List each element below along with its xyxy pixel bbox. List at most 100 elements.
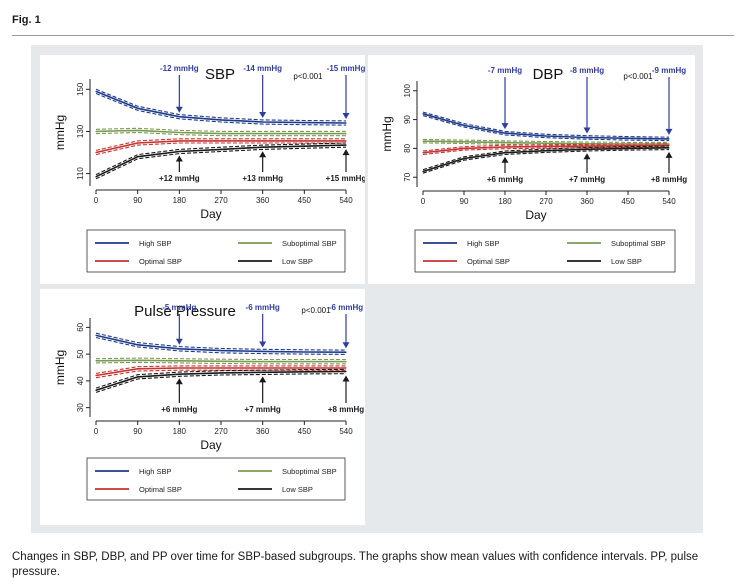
header-divider (12, 35, 734, 36)
low-lower-ci-line (422, 149, 670, 174)
sbp-increase-arrowhead (342, 149, 350, 156)
dbp-increase-label: +7 mmHg (569, 175, 605, 184)
pp-y-tick-label: 40 (76, 376, 85, 385)
pp-x-tick-label: 360 (256, 427, 270, 436)
sbp-reduction-arrowhead (259, 111, 267, 118)
optimal-data-point (262, 140, 264, 142)
pp-reduction-label: -6 mmHg (329, 303, 363, 312)
low-data-point (95, 176, 97, 178)
low-mean-line (422, 147, 670, 173)
sbp-chart-title: SBP (205, 66, 235, 83)
suboptimal-upper-ci-line (95, 357, 346, 361)
optimal-data-point (137, 142, 139, 144)
high-upper-ci-line (95, 88, 347, 122)
suboptimal-data-point (463, 141, 465, 143)
optimal-data-point (303, 140, 305, 142)
high-lower-ci-line (95, 336, 347, 355)
dbp-y-tick-label: 70 (403, 172, 412, 181)
low-data-point (303, 371, 305, 373)
pp-y-tick-label: 50 (76, 349, 85, 358)
pp-increase-label: +7 mmHg (245, 405, 281, 414)
pp-increase-arrowhead (175, 378, 183, 385)
sbp-x-tick-label: 270 (214, 196, 228, 205)
sbp-x-tick-label: 90 (133, 196, 142, 205)
pp-p-value: p<0.001 (301, 306, 331, 315)
dbp-reduction-arrowhead (583, 127, 591, 134)
low-data-point (627, 147, 629, 150)
dbp-x-tick-label: 90 (460, 197, 469, 206)
optimal-data-point (627, 145, 629, 147)
optimal-data-point (545, 145, 547, 147)
high-data-point (303, 122, 305, 124)
dbp-increase-label: +6 mmHg (487, 175, 523, 184)
high-data-point (345, 122, 347, 124)
optimal-legend-label: Optimal SBP (139, 485, 182, 494)
dbp-x-tick-label: 450 (621, 197, 635, 206)
dbp-reduction-label: -8 mmHg (570, 66, 604, 75)
high-data-point (220, 119, 222, 121)
low-data-point (95, 389, 97, 391)
sbp-x-axis-label: Day (200, 207, 221, 221)
pp-reduction-label: -5 mmHg (162, 303, 196, 312)
sbp-increase-arrowhead (259, 151, 267, 158)
high-data-point (137, 107, 139, 109)
high-upper-ci-line (422, 111, 670, 138)
low-upper-ci-line (422, 145, 670, 171)
dbp-y-tick-label: 100 (403, 84, 412, 98)
low-data-point (668, 147, 670, 149)
pp-reduction-label: -6 mmHg (246, 303, 280, 312)
suboptimal-data-point (504, 142, 506, 144)
sbp-increase-label: +15 mmHg (326, 174, 365, 183)
high-data-point (95, 90, 97, 93)
low-data-point (545, 150, 547, 152)
high-lower-ci-line (422, 115, 670, 142)
low-data-point (262, 371, 264, 373)
pp-x-tick-label: 0 (94, 427, 99, 436)
sbp-y-axis-label: mmHg (53, 115, 67, 150)
optimal-data-point (504, 146, 506, 148)
low-data-point (422, 170, 424, 173)
optimal-lower-ci-line (422, 146, 670, 156)
dbp-increase-arrowhead (501, 156, 509, 163)
sbp-reduction-label: -14 mmHg (243, 64, 282, 73)
dbp-increase-arrowhead (583, 153, 591, 160)
pp-chart-svg: Pulse Pressure p<0.001 30 40 50 60 mmHg 0 90 180 2… (53, 303, 364, 501)
suboptimal-data-point (545, 142, 547, 144)
dbp-reduction-arrowhead (501, 123, 509, 130)
suboptimal-data-point (303, 132, 305, 135)
high-data-point (668, 138, 670, 140)
high-data-point (262, 350, 264, 353)
dbp-x-tick-label: 0 (421, 197, 426, 206)
low-data-point (345, 370, 347, 373)
low-data-point (137, 376, 139, 378)
optimal-data-point (95, 151, 97, 154)
dbp-chart-panel: DBP p<0.001 70 80 90 100 mmHg 0 90 180 270 360 450 54… (368, 55, 695, 284)
dbp-p-value: p<0.001 (623, 72, 653, 81)
pp-legend-box (86, 457, 346, 501)
high-data-point (345, 351, 347, 353)
optimal-legend-label: Optimal SBP (139, 257, 182, 266)
high-data-point (262, 121, 264, 123)
low-lower-ci-line (95, 373, 347, 393)
pp-chart-title: Pulse Pressure (134, 303, 236, 320)
high-data-point (137, 344, 139, 346)
figure-label: Fig. 1 (12, 14, 41, 26)
pp-reduction-arrowhead (259, 341, 267, 348)
sbp-reduction-arrowhead (342, 113, 350, 120)
high-data-point (422, 113, 424, 115)
dbp-x-tick-label: 180 (498, 197, 512, 206)
sbp-x-tick-label: 540 (339, 196, 353, 205)
low-upper-ci-line (95, 142, 347, 176)
suboptimal-data-point (345, 132, 347, 135)
pp-reduction-arrowhead (175, 338, 183, 345)
suboptimal-data-point (137, 129, 139, 131)
dbp-x-tick-label: 270 (539, 197, 553, 206)
optimal-upper-ci-line (422, 143, 670, 152)
dbp-chart-title: DBP (533, 66, 564, 83)
pp-increase-label: +8 mmHg (328, 405, 364, 414)
sbp-reduction-label: -12 mmHg (160, 64, 199, 73)
optimal-data-point (345, 367, 347, 369)
optimal-data-point (220, 140, 222, 142)
low-data-point (178, 150, 180, 153)
optimal-upper-ci-line (95, 365, 346, 374)
